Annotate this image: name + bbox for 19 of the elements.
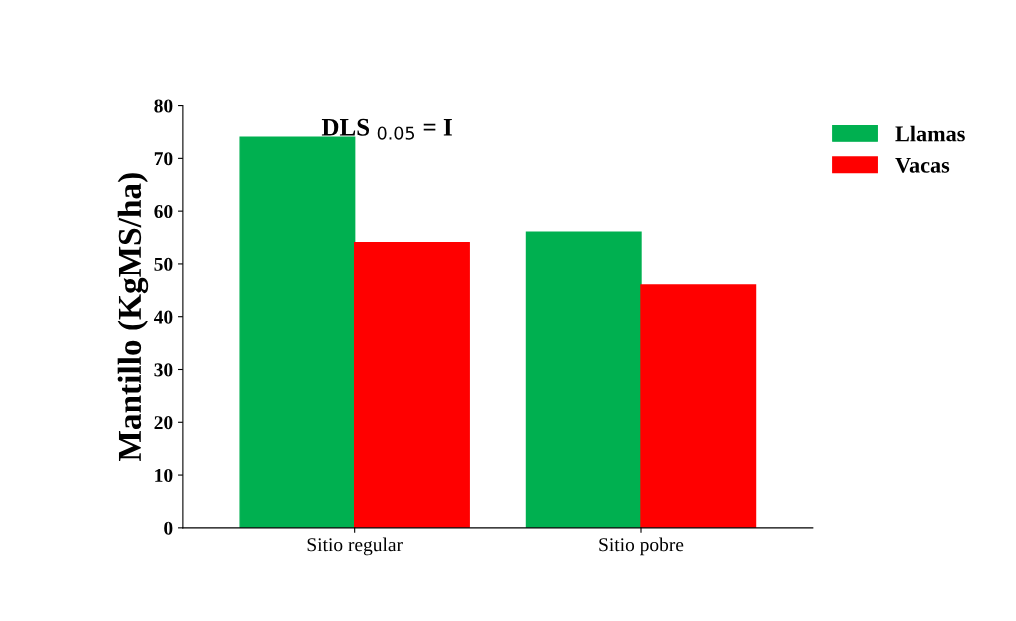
bar — [239, 136, 356, 528]
y-axis-title: Mantillo (KgMS/ha) — [117, 173, 149, 462]
y-tick-label: 10 — [155, 468, 173, 482]
x-tick-label: Sitio pobre — [599, 537, 684, 556]
y-tick-label: 0 — [164, 521, 173, 535]
y-tick-label: 80 — [154, 99, 173, 113]
y-tick-label: 30 — [154, 363, 173, 377]
legend-label: Llamas — [895, 125, 965, 142]
x-tick-label: Sitio regular — [307, 537, 403, 556]
y-tick-label: 50 — [154, 257, 173, 271]
y-tick-label: 20 — [154, 416, 173, 430]
y-tick-label: 60 — [154, 204, 173, 219]
bar — [525, 231, 642, 528]
y-tick-label: 40 — [153, 310, 173, 324]
annotation: DLS $_{0.05}$ = I — [321, 118, 452, 140]
bar — [640, 284, 757, 528]
legend-label: Vacas — [895, 157, 950, 173]
y-tick-label: 70 — [154, 152, 173, 166]
bar — [353, 242, 470, 528]
